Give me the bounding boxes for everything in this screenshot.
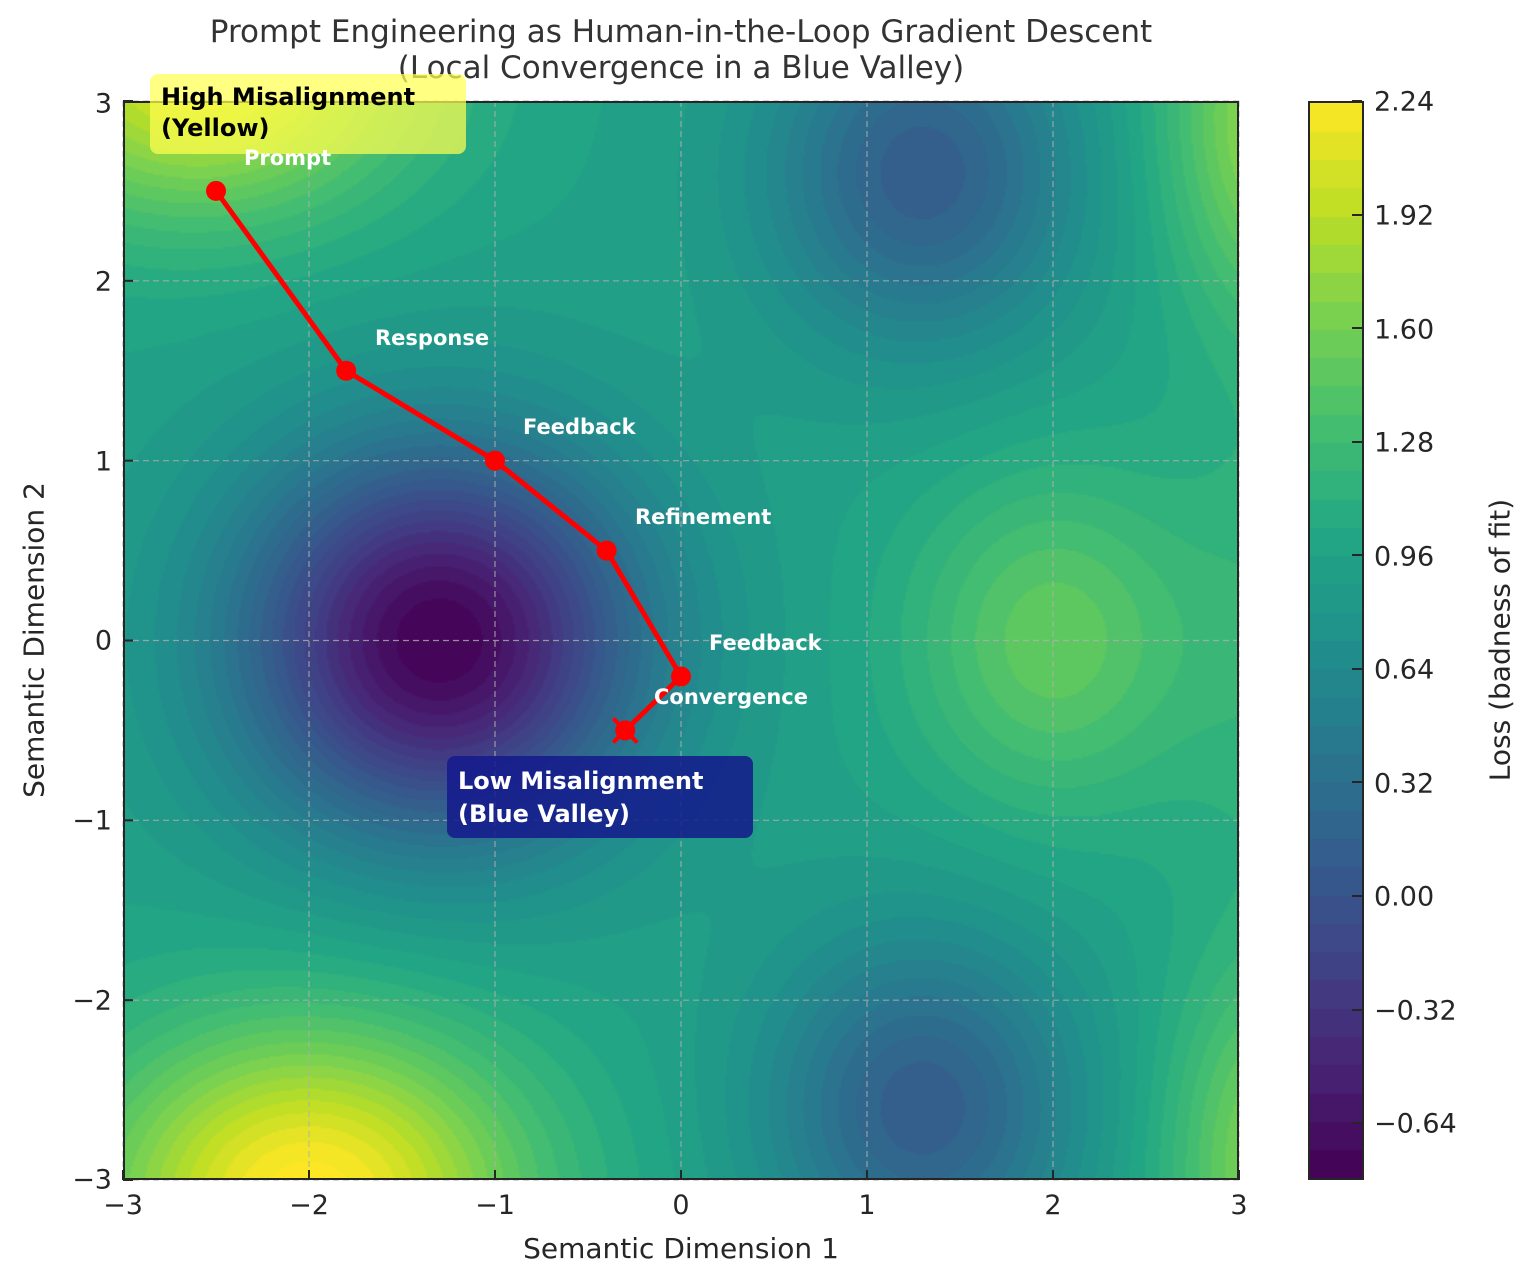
x-tick-label: 0 [672,1190,690,1221]
colorbar-tick-label: 0.96 [1374,541,1435,573]
step-label-refinement: Refinement [635,505,772,529]
colorbar-tick-mark [1352,554,1362,557]
colorbar-tick-mark [1352,213,1362,216]
annotation-line: High Misalignment [161,83,416,111]
colorbar-tick-mark [1352,1008,1362,1011]
colorbar-label: Loss (badness of fit) [1483,498,1517,782]
colorbar-tick-mark [1352,327,1362,330]
y-tick-label: −1 [72,805,112,837]
chart-title: Prompt Engineering as Human-in-the-Loop … [123,14,1239,86]
x-tick-label: −1 [475,1190,515,1221]
high-misalignment-annotation: High Misalignment (Yellow) [150,74,466,154]
optimization-path [206,180,691,744]
grid-lines [122,100,1240,1181]
path-line [213,189,684,733]
y-tick-label: −2 [72,985,112,1017]
path-point-marker [485,450,505,471]
step-label-response: Response [375,326,490,350]
chart-title-line-2: (Local Convergence in a Blue Valley) [397,50,965,86]
colorbar-tick-label: 1.92 [1374,200,1435,232]
path-point-marker [671,666,691,687]
colorbar-tick-label: −0.64 [1374,1108,1457,1140]
step-label-feedback-2: Feedback [709,631,822,655]
colorbar-tick-label: 1.28 [1374,427,1435,459]
annotation-line: Low Misalignment [458,767,704,795]
colorbar-tick-mark [1352,667,1362,670]
y-tick-label: 0 [94,625,112,657]
path-point-marker [596,540,617,561]
y-tick-label: 2 [94,266,112,298]
colorbar-tick-label: 0.00 [1374,881,1435,913]
y-axis-label: Semantic Dimension 2 [17,482,51,798]
path-point-marker [206,180,226,201]
colorbar-gradient [1310,103,1362,1178]
x-tick-label: 1 [858,1190,876,1221]
colorbar-tick-mark [1352,781,1362,784]
colorbar-tick-mark [1352,1122,1362,1125]
y-tick-label: 3 [94,88,112,120]
chart-title-line-1: Prompt Engineering as Human-in-the-Loop … [209,14,1153,50]
step-label-prompt: Prompt [244,146,332,170]
annotation-line: (Yellow) [161,114,270,142]
colorbar-tick-mark [1352,440,1362,443]
path-point-marker [336,360,357,381]
low-misalignment-annotation: Low Misalignment (Blue Valley) [447,756,753,838]
colorbar-tick-label: −0.32 [1374,995,1457,1027]
y-tick-label: −3 [72,1164,112,1196]
step-label-convergence: Convergence [654,685,808,709]
colorbar-tick-label: 2.24 [1374,86,1435,118]
y-tick-label: 1 [94,446,112,478]
path-point-marker [615,720,636,741]
colorbar [1308,101,1364,1180]
x-axis-label: Semantic Dimension 1 [523,1232,839,1265]
colorbar-tick-mark [1352,895,1362,898]
step-label-feedback-1: Feedback [523,415,636,439]
x-tick-label: −2 [289,1190,329,1221]
x-tick-label: 3 [1230,1190,1248,1221]
x-tick-label: −3 [103,1190,143,1221]
colorbar-tick-mark [1352,100,1362,102]
colorbar-tick-label: 1.60 [1374,314,1435,346]
annotation-line: (Blue Valley) [458,800,631,828]
colorbar-tick-label: 0.32 [1374,768,1435,800]
x-tick-label: 2 [1044,1190,1062,1221]
colorbar-tick-label: 0.64 [1374,654,1435,686]
